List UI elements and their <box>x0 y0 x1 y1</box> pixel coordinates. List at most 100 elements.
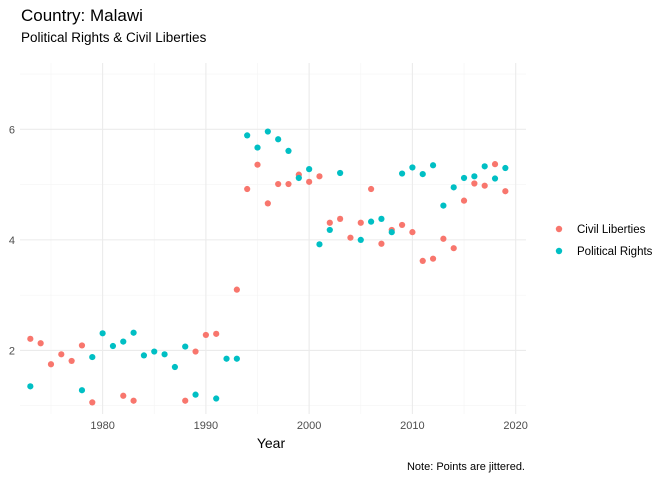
chart-caption: Note: Points are jittered. <box>407 461 525 473</box>
civil-liberties-point <box>89 399 96 406</box>
political-rights-point <box>99 330 106 337</box>
civil-liberties-point <box>502 188 509 195</box>
civil-liberties-point <box>450 245 457 252</box>
political-rights-point <box>326 226 333 234</box>
political-rights-point <box>419 171 426 178</box>
political-rights-point <box>161 351 168 358</box>
civil-liberties-point <box>429 255 437 262</box>
civil-liberties-point <box>264 200 271 207</box>
political-rights-point <box>502 164 509 172</box>
political-rights-point <box>409 164 416 171</box>
political-rights-point <box>460 174 468 182</box>
political-rights-point <box>306 166 313 173</box>
political-rights-point <box>223 355 230 362</box>
civil-liberties-point <box>68 357 75 365</box>
political-rights-point <box>130 329 137 336</box>
civil-liberties-point <box>233 286 240 293</box>
civil-liberties-point <box>275 180 282 188</box>
civil-liberties-point <box>306 178 313 185</box>
civil-liberties-point <box>244 185 251 193</box>
political-rights-point <box>285 147 292 154</box>
x-axis-ticks: 1980 1990 2000 2010 2020 <box>90 420 528 432</box>
political-rights-point <box>244 132 251 139</box>
political-rights-point <box>254 144 261 151</box>
civil-liberties-point <box>357 219 364 226</box>
legend: Civil Liberties Political Rights <box>555 224 653 258</box>
civil-liberties-point <box>37 340 44 347</box>
political-rights-point <box>316 241 323 248</box>
political-rights-point <box>388 229 395 236</box>
civil-liberties-point <box>254 161 261 168</box>
civil-liberties-point <box>58 351 65 358</box>
x-tick-label: 2020 <box>503 420 527 432</box>
political-rights-point <box>213 395 220 402</box>
plot-grid <box>20 63 526 414</box>
civil-liberties-point <box>120 392 127 399</box>
political-rights-point <box>140 352 148 359</box>
political-rights-point <box>440 202 447 209</box>
political-rights-point <box>357 236 364 243</box>
civil-liberties-point <box>398 221 406 229</box>
chart-title: Country: Malawi <box>21 6 143 25</box>
civil-liberties-point <box>130 397 137 404</box>
political-rights-point <box>27 383 34 390</box>
political-rights-point <box>171 363 178 371</box>
political-rights-point <box>78 387 86 394</box>
x-tick-label: 2000 <box>297 420 321 432</box>
political-rights-point <box>450 184 457 191</box>
y-tick-label: 4 <box>9 235 15 247</box>
political-rights-point <box>192 391 199 398</box>
legend-key-political-rights <box>555 247 563 255</box>
plot-points <box>27 128 509 406</box>
civil-liberties-point <box>192 348 199 355</box>
y-tick-label: 2 <box>9 345 15 357</box>
civil-liberties-point <box>481 182 488 189</box>
legend-label-civil-liberties: Civil Liberties <box>577 224 646 236</box>
civil-liberties-point <box>78 342 86 349</box>
political-rights-point <box>120 338 127 345</box>
political-rights-point <box>378 215 385 222</box>
civil-liberties-point <box>316 173 323 180</box>
civil-liberties-point <box>460 197 468 204</box>
political-rights-point <box>109 342 117 350</box>
civil-liberties-point <box>491 161 499 168</box>
political-rights-point <box>275 136 282 143</box>
x-tick-label: 1980 <box>90 420 114 432</box>
civil-liberties-point <box>337 215 344 222</box>
civil-liberties-point <box>368 185 375 193</box>
civil-liberties-point <box>326 219 333 226</box>
political-rights-point <box>398 170 406 177</box>
political-rights-point <box>89 353 96 361</box>
civil-liberties-point <box>27 335 34 342</box>
political-rights-point <box>182 343 189 350</box>
civil-liberties-point <box>285 180 292 188</box>
civil-liberties-point <box>47 361 55 368</box>
political-rights-point <box>295 174 302 182</box>
civil-liberties-point <box>471 180 478 187</box>
civil-liberties-point <box>409 229 416 236</box>
civil-liberties-point <box>202 331 209 339</box>
civil-liberties-point <box>419 257 426 264</box>
political-rights-point <box>233 355 240 362</box>
political-rights-point <box>491 175 499 182</box>
political-rights-point <box>337 169 344 177</box>
x-tick-label: 2010 <box>400 420 424 432</box>
legend-key-civil-liberties <box>555 225 563 233</box>
civil-liberties-point <box>347 234 354 241</box>
political-rights-point <box>471 173 478 180</box>
y-axis-ticks: 2 4 6 <box>9 124 15 357</box>
chart-subtitle: Political Rights & Civil Liberties <box>21 30 207 45</box>
civil-liberties-point <box>378 240 385 247</box>
legend-label-political-rights: Political Rights <box>577 246 653 258</box>
civil-liberties-point <box>213 330 220 337</box>
political-rights-point <box>264 128 271 135</box>
civil-liberties-point <box>182 397 189 404</box>
x-axis-label: Year <box>257 435 286 451</box>
political-rights-point <box>481 163 488 170</box>
x-tick-label: 1990 <box>194 420 218 432</box>
political-rights-point <box>368 218 375 225</box>
political-rights-point <box>429 162 437 169</box>
civil-liberties-point <box>440 235 447 242</box>
